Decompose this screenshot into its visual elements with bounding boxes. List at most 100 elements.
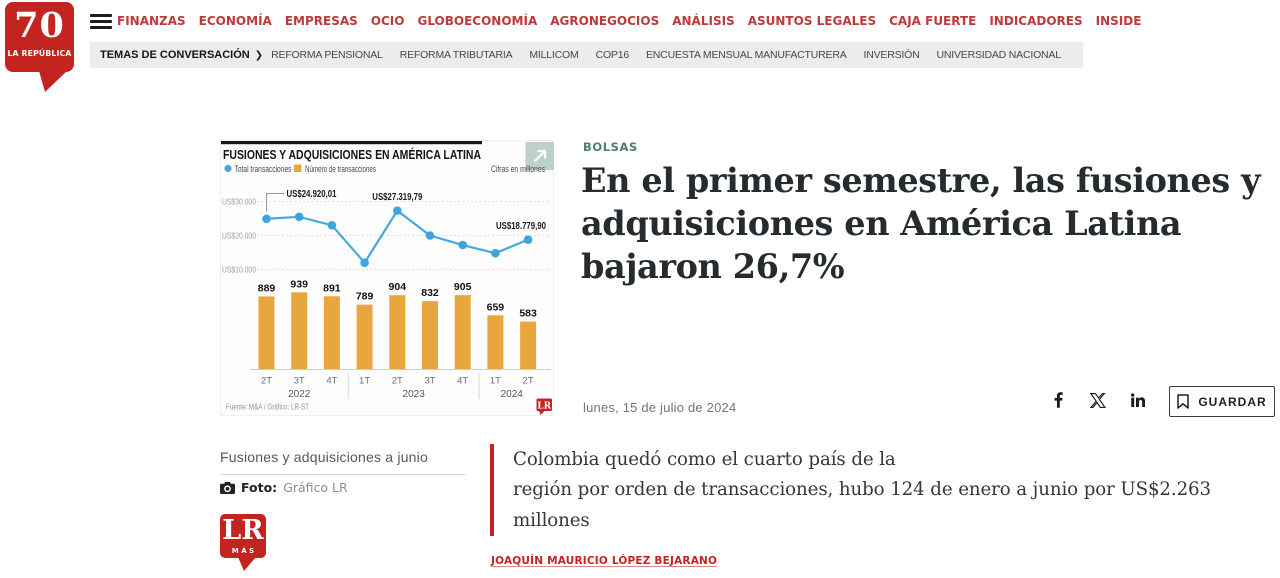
topic-universidad-nacional[interactable]: UNIVERSIDAD NACIONAL [936,49,1062,61]
hamburger-bar [90,20,112,23]
category-link-bolsas[interactable]: BOLSAS [583,140,638,154]
line-annotation: US$18.779,90 [496,220,546,232]
chart-top-rule [221,141,482,145]
bar-3 [356,304,373,370]
line-series [266,209,529,265]
article-date: lunes, 15 de julio de 2024 [583,400,737,415]
author-link[interactable]: JOAQUÍN MAURICIO LÓPEZ BEJARANO [491,555,718,567]
bar-value-label: 789 [356,291,374,303]
logo-name: LA REPÚBLICA [7,49,72,58]
chart-title: FUSIONES Y ADQUISICIONES EN AMÉRICA LATI… [223,147,481,162]
social-share-bar [1046,388,1150,412]
facebook-share-icon[interactable] [1046,388,1070,412]
nav-item-analisis[interactable]: ANÁLISIS [672,14,735,28]
line-point-8 [523,235,533,244]
lr-mas-sub: MÁS [231,547,257,555]
bar-1 [291,292,308,370]
nav-item-indicadores[interactable]: INDICADORES [989,14,1083,28]
x-tick-label: 2T [261,376,272,387]
topic-reforma-pensional[interactable]: REFORMA PENSIONAL [271,49,383,61]
year-label: 2023 [403,389,426,400]
x-tick-label: 4T [457,376,468,387]
x-twitter-share-icon[interactable] [1086,388,1110,412]
year-label: 2024 [501,389,524,400]
topic-cop16[interactable]: COP16 [595,49,630,61]
linkedin-share-icon[interactable] [1126,388,1150,412]
line-point-2 [327,221,337,230]
x-tick-label: 1T [490,376,501,387]
chevron-right-icon: ❯ [254,49,264,61]
y-tick-label: US$10.000 [222,265,256,275]
bar-value-label: 891 [323,282,341,294]
line-point-3 [360,258,369,267]
nav-item-globoeconomia[interactable]: GLOBOECONOMÍA [417,14,538,28]
logo-tail [39,71,67,92]
save-button-label: GUARDAR [1198,394,1267,409]
chart-units-note: Cifras en millones [491,164,545,174]
topic-reforma-tributaria[interactable]: REFORMA TRIBUTARIA [399,49,513,61]
x-tick-label: 2T [392,376,403,387]
nav-item-asuntos-legales[interactable]: ASUNTOS LEGALES [747,14,877,28]
legend-bar-label: Número de transacciones [305,164,376,174]
year-label: 2022 [288,389,311,400]
nav-item-agronegocios[interactable]: AGRONEGOCIOS [550,14,660,28]
line-annotation: US$24.920,01 [287,188,337,200]
lr-mas-tail [238,557,256,571]
bar-value-label: 889 [258,282,276,294]
lead-text: Colombia quedó como el cuarto país de la… [513,449,1211,531]
bar-0 [258,296,275,370]
expand-arrow [533,149,547,163]
chart-lr-watermark-text: LR [537,402,551,412]
article-headline: En el primer semestre, las fusiones y ad… [581,161,1261,286]
photo-credit: Gráfico LR [283,480,348,495]
y-tick-label: US$20.000 [222,231,256,241]
bar-value-label: 939 [290,278,308,290]
hamburger-bar [90,26,112,29]
chart-lr-watermark [536,398,552,411]
bar-4 [389,295,406,370]
nav-item-empresas[interactable]: EMPRESAS [284,14,358,28]
bar-6 [454,295,471,370]
nav-item-ocio[interactable]: OCIO [370,14,405,28]
line-point-6 [458,240,467,250]
nav-item-caja-fuerte[interactable]: CAJA FUERTE [889,14,977,28]
topic-millicom[interactable]: MILLICOM [529,49,579,61]
topics-list: REFORMA PENSIONAL REFORMA TRIBUTARIA MIL… [271,49,1061,61]
line-point-7 [491,248,500,258]
photo-label: Foto: [241,480,278,495]
annotation-connector [266,193,284,212]
lr-mas-bubble [220,514,266,558]
bookmark-icon [1177,394,1190,409]
merger-chart: FUSIONES Y ADQUISICIONES EN AMÉRICA LATI… [221,141,554,415]
line-annotation: US$27.319,79 [372,191,422,203]
topics-bar: TEMAS DE CONVERSACIÓN ❯ REFORMA PENSIONA… [90,42,1083,68]
photo-credit-line: Foto: Gráfico LR [220,480,348,495]
save-button[interactable]: GUARDAR [1169,386,1275,417]
legend-line-marker [224,164,232,173]
bar-value-label: 659 [487,301,505,313]
x-tick-label: 2T [523,376,534,387]
logo-bubble [5,2,74,72]
bar-value-label: 832 [421,287,439,299]
chart-lr-watermark-tail [539,410,545,415]
bar-8 [520,321,537,370]
nav-item-finanzas[interactable]: FINANZAS [117,14,186,28]
topic-inversion[interactable]: INVERSIÓN [863,49,920,61]
x-tick-label: 4T [326,376,337,387]
y-tick-label: US$30.000 [222,197,256,207]
menu-hamburger-icon[interactable] [90,14,112,30]
bar-5 [422,301,438,370]
la-republica-logo[interactable]: 70 LA REPÚBLICA [5,2,75,92]
lr-mas-initials: LR [222,515,264,546]
bar-value-label: 583 [519,308,537,320]
topics-bar-title: TEMAS DE CONVERSACIÓN [100,49,250,61]
x-tick-label: 3T [294,376,305,387]
figure-caption: Fusiones y adquisiciones a junio [220,449,466,475]
nav-item-economia[interactable]: ECONOMÍA [198,14,272,28]
line-point-4 [393,206,402,215]
topic-encuesta-manufacturera[interactable]: ENCUESTA MENSUAL MANUFACTURERA [646,49,847,61]
nav-item-inside[interactable]: INSIDE [1095,14,1142,28]
article-lead: Colombia quedó como el cuarto país de la… [490,444,1212,536]
lr-mas-logo[interactable]: LR MÁS [220,514,270,574]
article-chart-figure: FUSIONES Y ADQUISICIONES EN AMÉRICA LATI… [220,140,554,416]
